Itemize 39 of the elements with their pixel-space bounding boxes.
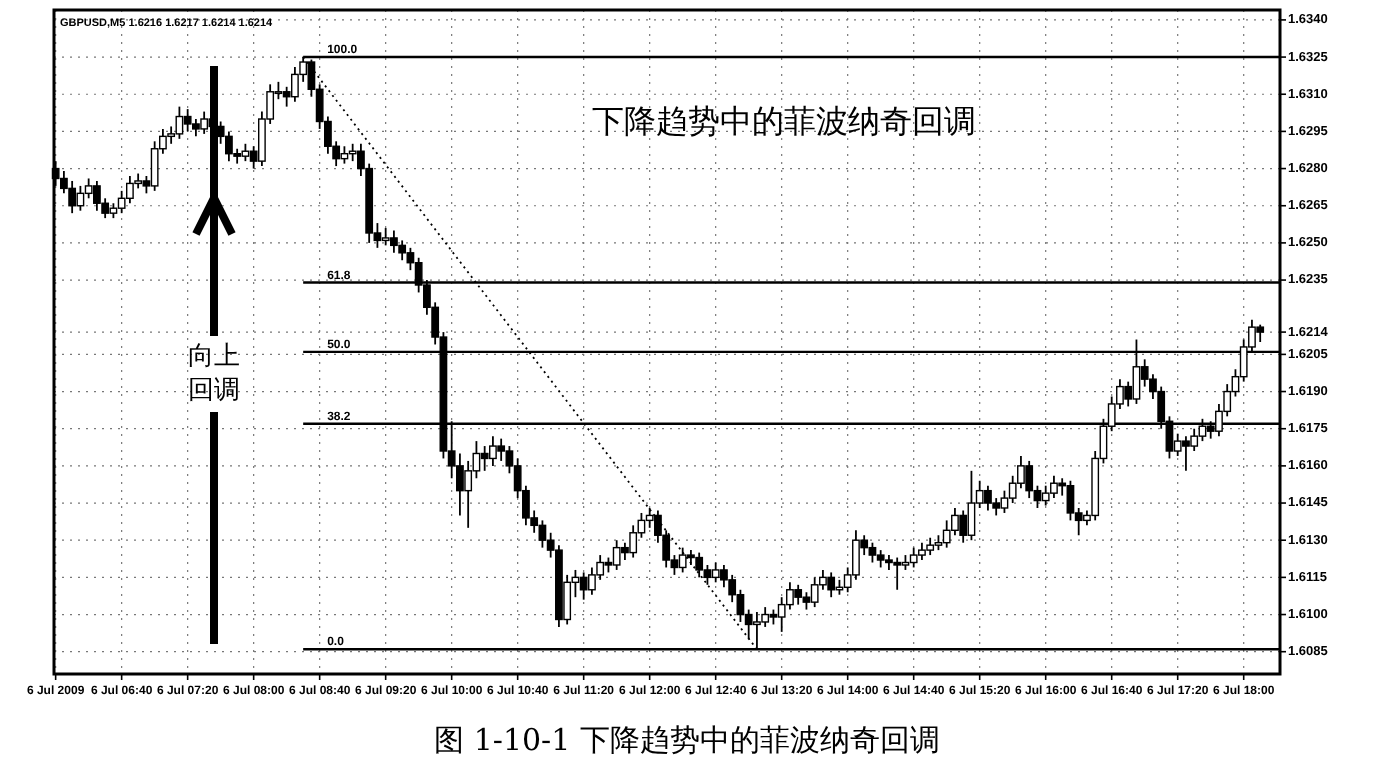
candlestick xyxy=(893,556,902,591)
candlestick xyxy=(93,180,101,212)
candlestick xyxy=(794,583,803,606)
candlestick xyxy=(1041,484,1050,507)
candlestick xyxy=(497,437,506,462)
candlestick xyxy=(695,551,704,579)
candlestick xyxy=(612,539,621,571)
candlestick xyxy=(711,561,720,584)
candlestick xyxy=(126,175,134,205)
annotation: 向上回调 xyxy=(188,342,240,406)
candlestick xyxy=(84,177,93,200)
candlestick xyxy=(909,546,918,569)
candlestick xyxy=(959,509,968,544)
candlestick xyxy=(678,546,687,574)
candlestick xyxy=(398,239,407,262)
candlestick xyxy=(480,445,489,472)
candlestick xyxy=(868,541,877,564)
candlestick xyxy=(1050,474,1058,499)
candlestick xyxy=(579,571,588,601)
annotation: 下降趋势中的菲波纳奇回调 xyxy=(592,102,976,140)
candlestick xyxy=(1182,435,1190,472)
candlestick xyxy=(1000,489,1009,514)
candlestick xyxy=(703,564,712,586)
candlestick xyxy=(645,507,654,529)
candlestick xyxy=(489,435,497,467)
candlestick xyxy=(464,460,473,529)
candlestick xyxy=(175,105,184,140)
candlestick xyxy=(810,576,819,608)
candlestick xyxy=(183,108,192,133)
candlestick xyxy=(967,469,976,542)
text: 图 1-10-1 下降趋势中的菲波纳奇回调 xyxy=(434,722,940,758)
candlestick xyxy=(1066,479,1075,522)
candlestick xyxy=(538,519,547,549)
candlestick xyxy=(1025,460,1034,499)
candlestick xyxy=(984,484,992,512)
candlestick xyxy=(629,524,638,559)
candlestick xyxy=(390,229,398,254)
candlestick xyxy=(827,571,836,599)
candlestick xyxy=(200,110,209,135)
